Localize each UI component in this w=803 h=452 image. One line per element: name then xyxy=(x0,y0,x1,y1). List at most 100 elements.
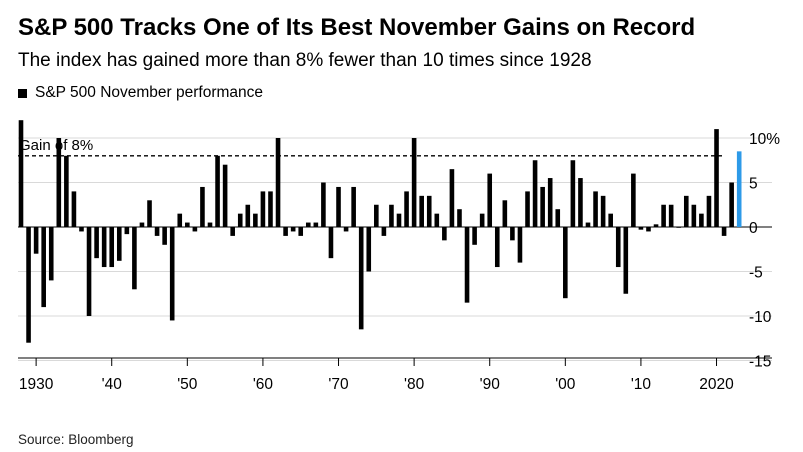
bar xyxy=(33,227,39,254)
bar xyxy=(313,222,319,227)
y-tick-label: -15 xyxy=(749,354,771,371)
bar xyxy=(381,227,387,236)
chart-title: S&P 500 Tracks One of Its Best November … xyxy=(18,14,696,41)
y-tick-label: 5 xyxy=(749,176,758,193)
bar xyxy=(18,120,24,227)
y-tick-label: 0 xyxy=(749,220,758,237)
bar xyxy=(132,227,137,290)
x-tick-label: '90 xyxy=(480,376,501,393)
legend-label: S&P 500 November performance xyxy=(35,84,264,101)
bar xyxy=(298,227,304,236)
bar xyxy=(351,186,356,227)
y-tick-label: -5 xyxy=(749,265,763,282)
bar xyxy=(517,227,523,263)
bar xyxy=(721,227,727,236)
bar xyxy=(396,213,402,227)
bar xyxy=(494,227,500,268)
bar xyxy=(419,195,424,227)
bar xyxy=(275,138,281,227)
bar xyxy=(101,227,107,268)
bar xyxy=(585,222,591,227)
bar xyxy=(185,222,190,227)
bar xyxy=(638,227,644,230)
bar xyxy=(253,213,258,227)
bar xyxy=(124,227,130,235)
x-tick-label: '00 xyxy=(555,376,576,393)
bar xyxy=(169,227,175,321)
bar xyxy=(328,227,334,259)
bar xyxy=(162,227,167,245)
bar xyxy=(71,191,77,227)
bar xyxy=(631,173,636,227)
bar xyxy=(472,227,477,245)
reference-line-label: Gain of 8% xyxy=(19,137,93,154)
bar xyxy=(336,186,341,227)
bar xyxy=(366,227,372,272)
x-tick-label: '60 xyxy=(253,376,274,393)
bar xyxy=(646,227,651,232)
bar xyxy=(479,213,485,227)
bar xyxy=(177,213,183,227)
bar xyxy=(237,213,243,227)
bar xyxy=(109,227,115,268)
bar xyxy=(41,227,46,308)
bar xyxy=(615,227,621,268)
bar xyxy=(434,213,440,227)
bar xyxy=(215,155,220,227)
bar xyxy=(706,195,712,227)
bar xyxy=(411,138,417,227)
x-tick-label: '80 xyxy=(404,376,425,393)
x-tick-label: '40 xyxy=(102,376,123,393)
bar xyxy=(532,160,538,227)
bar xyxy=(245,204,251,227)
bar xyxy=(487,173,493,227)
bar xyxy=(116,227,122,261)
bar xyxy=(139,222,145,227)
bar xyxy=(563,227,568,299)
bar xyxy=(729,182,734,227)
bar xyxy=(79,227,84,232)
bar xyxy=(343,227,349,232)
bar xyxy=(86,227,92,316)
bar xyxy=(426,195,432,227)
x-tick-label: 2020 xyxy=(699,376,734,393)
bar xyxy=(683,195,689,227)
bar xyxy=(192,227,198,232)
bar xyxy=(525,191,530,227)
legend: S&P 500 November performance xyxy=(18,84,263,102)
bar xyxy=(147,200,152,227)
bar xyxy=(600,195,606,227)
bar xyxy=(26,227,31,343)
bar xyxy=(442,227,447,241)
bar xyxy=(200,186,205,227)
bar xyxy=(578,178,583,227)
bar xyxy=(510,227,515,241)
bar xyxy=(676,227,682,228)
bar xyxy=(699,213,704,227)
bar xyxy=(207,222,213,227)
bar xyxy=(464,227,470,303)
highlighted-bar xyxy=(736,151,742,227)
source-note: Source: Bloomberg xyxy=(18,432,134,447)
y-tick-label: -10 xyxy=(749,309,772,326)
bar xyxy=(230,227,235,236)
bar xyxy=(608,213,613,227)
bar xyxy=(555,209,561,227)
bar xyxy=(283,227,288,236)
bar xyxy=(222,164,228,227)
legend-swatch xyxy=(18,88,27,98)
bar xyxy=(64,155,69,227)
bar xyxy=(691,204,697,227)
x-tick-label: '70 xyxy=(328,376,349,393)
bar xyxy=(547,178,553,227)
bar xyxy=(502,200,508,227)
bar xyxy=(570,160,576,227)
bar xyxy=(389,204,394,227)
bar xyxy=(449,169,455,227)
bar xyxy=(290,227,296,232)
bar xyxy=(260,191,266,227)
bar xyxy=(668,204,674,227)
bar xyxy=(374,204,379,227)
x-tick-label: '10 xyxy=(631,376,652,393)
